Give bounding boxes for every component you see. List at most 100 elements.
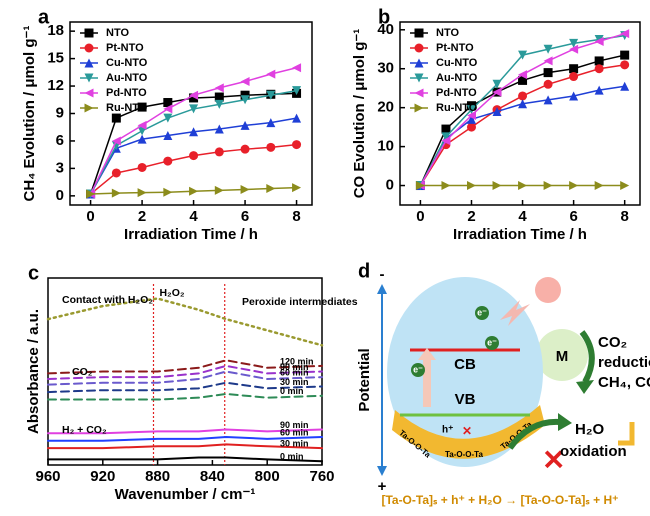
marker (543, 56, 553, 66)
y-tick-label: 0 (56, 187, 64, 204)
marker (266, 69, 276, 79)
arrow-head (576, 380, 594, 394)
series-label: 90 min (280, 362, 309, 372)
marker (214, 92, 224, 102)
marker (137, 188, 147, 198)
marker (518, 91, 528, 101)
marker (492, 181, 502, 191)
spectrum (47, 428, 323, 435)
marker (518, 70, 528, 80)
marker (292, 140, 302, 150)
surface-label: Ta-O-O-Ta (445, 450, 483, 459)
marker (240, 76, 250, 86)
marker (620, 60, 630, 70)
marker (214, 185, 224, 195)
marker (492, 107, 502, 117)
marker (620, 181, 630, 191)
legend-label: NTO (106, 27, 129, 39)
marker (518, 75, 528, 85)
y-tick-label: 3 (56, 159, 64, 176)
y-tick-label: 12 (47, 77, 64, 94)
marker (163, 156, 173, 166)
electron-label: e⁻ (477, 307, 487, 317)
spectrum (47, 443, 323, 450)
marker (189, 93, 199, 103)
cross-mark: ✕ (542, 444, 565, 475)
x-tick-label: 0 (416, 208, 424, 225)
y-tick-label: 6 (56, 132, 64, 149)
cb-label: CB (454, 356, 476, 373)
marker (518, 99, 528, 109)
marker (163, 98, 173, 108)
legend-label: Cu-NTO (106, 57, 148, 69)
legend-marker (84, 88, 94, 98)
marker (543, 95, 553, 105)
marker (594, 181, 604, 191)
legend-marker (414, 28, 424, 38)
x-tick-label: 960 (35, 468, 60, 485)
marker (163, 187, 173, 197)
oxidation-arrow (507, 418, 561, 450)
marker (543, 68, 553, 78)
marker (163, 113, 173, 123)
legend-label: NTO (436, 27, 459, 39)
marker (292, 183, 302, 193)
marker (137, 162, 147, 172)
marker (594, 56, 604, 66)
legend-label: Ru-NTO (436, 102, 478, 114)
marker (266, 184, 276, 194)
marker (441, 136, 451, 146)
marker (189, 104, 199, 114)
x-tick-label: 8 (621, 208, 629, 225)
marker (466, 181, 476, 191)
marker (240, 90, 250, 100)
marker (415, 181, 425, 191)
marker (594, 85, 604, 95)
spectrum (47, 392, 323, 401)
marker (543, 44, 553, 54)
oxidation-text: oxidation (560, 443, 627, 460)
plot-frame (399, 21, 641, 206)
sun (535, 277, 561, 303)
marker (214, 147, 224, 157)
marker (292, 86, 302, 96)
x-tick-label: 6 (569, 208, 577, 225)
potential-label: Potential (356, 348, 373, 411)
marker (518, 181, 528, 191)
legend-marker (414, 103, 424, 113)
marker (569, 72, 579, 82)
equation: [Ta-O-Ta]ₛ + h⁺ + H₂O → [Ta-O-O-Ta]ₛ + H… (381, 493, 618, 507)
x-tick-label: 0 (86, 208, 94, 225)
y-tick-label: 9 (56, 104, 64, 121)
y-tick-label: 40 (377, 21, 394, 38)
marker (86, 189, 96, 199)
legend-marker (414, 88, 424, 98)
marker (441, 132, 451, 142)
marker (214, 124, 224, 134)
marker (111, 136, 121, 146)
marker (137, 120, 147, 130)
semiconductor (387, 277, 543, 467)
marker (594, 36, 604, 46)
series-label: 60 min (280, 427, 309, 437)
marker (163, 104, 173, 114)
y-axis-label: Absorbance / a.u. (25, 309, 42, 434)
legend-marker (84, 103, 94, 113)
legend-label: Pd-NTO (436, 87, 477, 99)
marker (189, 127, 199, 137)
legend-label: Au-NTO (106, 72, 148, 84)
marker (620, 50, 630, 60)
marker (466, 114, 476, 124)
marker (543, 181, 553, 191)
series-label: 30 min (280, 439, 309, 449)
x-tick-label: 800 (255, 468, 280, 485)
reduction-text: CH₄, CO... (598, 374, 650, 391)
reduction-arrow (579, 330, 595, 384)
marker (111, 113, 121, 123)
legend-marker (414, 58, 424, 68)
hole-label: h⁺ (442, 425, 453, 436)
electron-label: e⁻ (487, 337, 497, 347)
y-tick-label: 30 (377, 60, 394, 77)
marker (240, 144, 250, 154)
x-tick-label: 2 (138, 208, 146, 225)
